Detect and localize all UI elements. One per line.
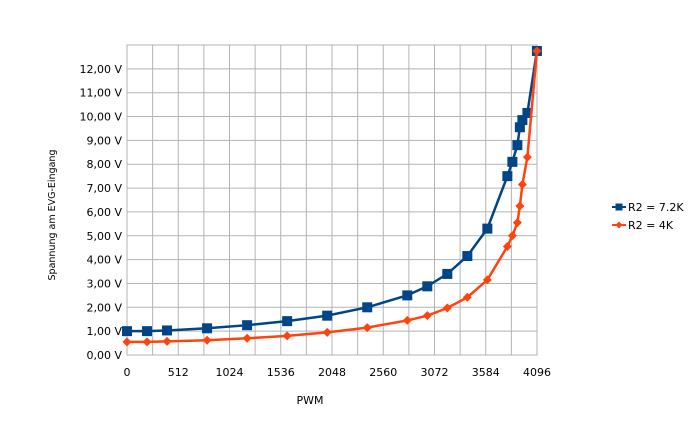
legend-item: R2 = 4K <box>612 219 674 232</box>
y-tick-label: 5,00 V <box>86 230 122 243</box>
data-point-diamond <box>142 337 152 347</box>
x-tick-label: 1024 <box>216 366 244 379</box>
y-tick-label: 12,00 V <box>79 63 122 76</box>
y-tick-label: 9,00 V <box>86 134 122 147</box>
data-point-square <box>242 320 253 331</box>
data-point-diamond <box>122 337 132 347</box>
grid <box>126 44 538 356</box>
data-point-square <box>282 316 293 327</box>
x-tick-label: 2560 <box>369 366 397 379</box>
legend: R2 = 7.2K R2 = 4K <box>612 201 684 232</box>
series <box>122 45 542 347</box>
tick-labels: 0 512 1024 1536 2048 2560 3072 3584 4096 0,00 V 1,… <box>79 63 551 379</box>
legend-square-marker <box>615 203 623 211</box>
data-point-diamond <box>515 201 525 211</box>
data-point-square <box>162 325 173 336</box>
x-tick-label: 4096 <box>523 366 551 379</box>
y-tick-label: 8,00 V <box>86 158 122 171</box>
x-tick-label: 512 <box>168 366 189 379</box>
y-tick-label: 0,00 V <box>86 349 122 362</box>
series-r2-4k <box>122 46 542 347</box>
y-axis-label: Spannung am EVG-Eingang <box>47 150 58 281</box>
data-point-square <box>514 122 525 133</box>
data-point-square <box>517 115 528 126</box>
y-tick-label: 4,00 V <box>86 254 122 267</box>
legend-label: R2 = 4K <box>628 219 674 232</box>
data-point-diamond <box>512 218 522 228</box>
data-point-square <box>362 302 373 313</box>
data-point-square <box>522 107 533 118</box>
data-point-diamond <box>462 292 472 302</box>
data-point-diamond <box>482 275 492 285</box>
y-tick-label: 3,00 V <box>86 277 122 290</box>
data-point-diamond <box>517 180 527 189</box>
y-tick-label: 2,00 V <box>86 301 122 314</box>
data-point-diamond <box>532 46 542 56</box>
data-point-diamond <box>402 315 412 325</box>
data-point-diamond <box>322 327 332 337</box>
data-point-square <box>422 281 433 292</box>
data-point-square <box>122 326 132 337</box>
series-r2-7-2k <box>122 45 542 337</box>
data-point-square <box>462 251 473 262</box>
legend-label: R2 = 7.2K <box>628 201 684 214</box>
data-point-diamond <box>522 152 532 162</box>
legend-diamond-marker <box>615 221 623 229</box>
y-tick-label: 6,00 V <box>86 206 122 219</box>
y-tick-label: 1,00 V <box>86 325 122 338</box>
data-point-square <box>402 290 413 301</box>
y-tick-label: 11,00 V <box>79 87 122 100</box>
data-point-square <box>502 171 513 182</box>
data-point-diamond <box>502 242 512 251</box>
data-point-diamond <box>242 333 252 343</box>
data-point-diamond <box>507 231 517 241</box>
data-point-diamond <box>202 335 212 345</box>
data-point-square <box>142 326 153 337</box>
x-tick-label: 3072 <box>421 366 449 379</box>
data-point-square <box>322 310 333 321</box>
data-point-diamond <box>362 323 372 333</box>
data-point-diamond <box>422 311 432 321</box>
data-point-diamond <box>162 336 172 346</box>
legend-item: R2 = 7.2K <box>612 201 684 214</box>
data-point-square <box>202 323 213 334</box>
data-point-square <box>442 268 453 279</box>
data-point-diamond <box>442 303 452 313</box>
data-point-diamond <box>282 331 292 341</box>
data-point-square <box>507 156 518 167</box>
x-tick-label: 3584 <box>472 366 500 379</box>
data-point-square <box>482 223 493 234</box>
x-tick-label: 1536 <box>267 366 295 379</box>
x-tick-label: 2048 <box>318 366 346 379</box>
x-axis-label: PWM <box>296 394 323 407</box>
plot-area-border <box>126 44 538 356</box>
x-tick-label: 0 <box>124 366 131 379</box>
y-tick-label: 10,00 V <box>79 111 122 124</box>
y-tick-label: 7,00 V <box>86 182 122 195</box>
data-point-square <box>512 140 523 151</box>
